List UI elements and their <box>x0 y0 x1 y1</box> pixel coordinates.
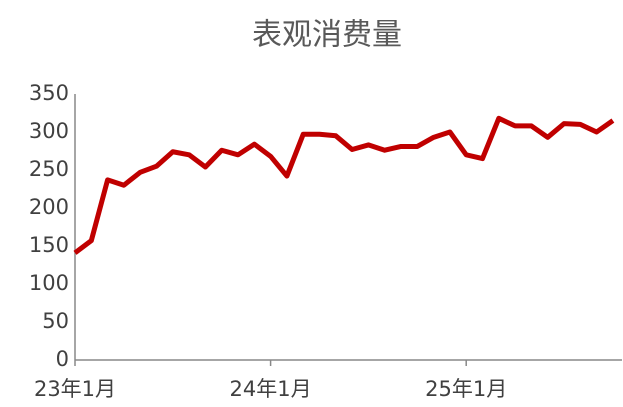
y-tick-label: 100 <box>29 271 69 295</box>
y-tick-label: 50 <box>42 309 69 333</box>
y-tick-label: 200 <box>29 195 69 219</box>
chart-title: 表观消费量 <box>252 18 402 53</box>
x-tick-label: 25年1月 <box>425 377 507 401</box>
x-tick-label: 23年1月 <box>34 377 116 401</box>
y-tick-label: 300 <box>29 119 69 143</box>
y-tick-label: 350 <box>29 81 69 105</box>
x-tick-label: 24年1月 <box>230 377 312 401</box>
line <box>73 115 615 255</box>
y-tick-label: 250 <box>29 157 69 181</box>
y-tick-label: 0 <box>56 347 69 371</box>
y-tick-label: 150 <box>29 233 69 257</box>
